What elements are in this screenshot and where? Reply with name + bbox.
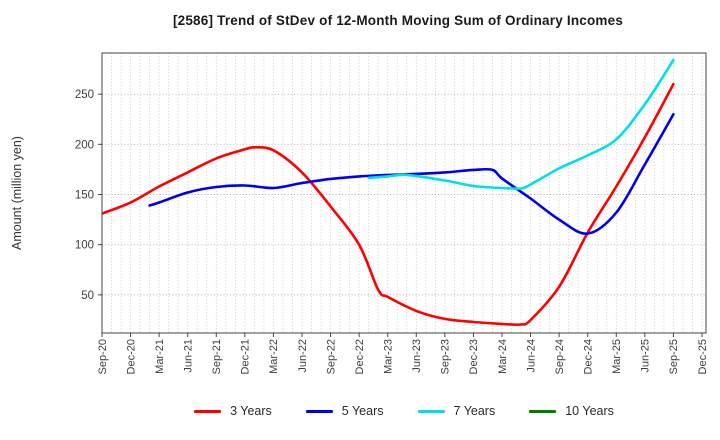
x-tick-label: Sep-23 xyxy=(440,339,452,374)
y-tick-label: 100 xyxy=(75,240,94,252)
plot-border xyxy=(101,52,707,334)
legend-item-7-years: 7 Years xyxy=(417,404,496,418)
x-tick-label: Mar-24 xyxy=(497,339,509,374)
y-tick-labels: 50 100 150 200 250 xyxy=(75,89,102,302)
legend-line-3-years-icon xyxy=(194,409,222,413)
legend-item-10-years: 10 Years xyxy=(529,404,614,418)
x-tick-label: Dec-21 xyxy=(240,339,252,374)
x-tick-label: Mar-22 xyxy=(268,339,280,374)
x-tick-label: Jun-24 xyxy=(525,339,537,373)
chart-title: [2586] Trend of StDev of 12-Month Moving… xyxy=(172,13,624,28)
y-tick-label: 150 xyxy=(75,190,94,202)
y-gridlines xyxy=(102,93,706,296)
x-tick-label: Mar-21 xyxy=(154,339,166,374)
x-tick-labels: Sep-20 Dec-20 Mar-21 Jun-21 Sep-21 Dec-21 Mar-… xyxy=(97,333,709,374)
y-tick-label: 200 xyxy=(75,139,94,151)
x-tick-label: Mar-25 xyxy=(611,339,623,374)
legend-label: 5 Years xyxy=(341,404,384,418)
series-5-years xyxy=(148,112,675,235)
legend-label: 10 Years xyxy=(565,404,614,418)
legend-line-7-years-icon xyxy=(417,409,445,413)
x-tick-label: Sep-24 xyxy=(554,339,566,374)
x-tick-label: Jun-25 xyxy=(640,339,652,373)
x-tick-label: Dec-22 xyxy=(354,339,366,374)
x-tick-label: Sep-25 xyxy=(668,339,680,374)
x-tick-label: Jun-23 xyxy=(411,339,423,373)
legend-line-5-years-icon xyxy=(305,409,333,413)
series-7-years xyxy=(367,58,675,191)
x-tick-label: Dec-23 xyxy=(468,339,480,374)
x-tick-label: Jun-21 xyxy=(183,339,195,373)
x-tick-label: Mar-23 xyxy=(383,339,395,374)
legend-item-3-years: 3 Years xyxy=(194,404,272,418)
legend-item-5-years: 5 Years xyxy=(305,404,384,418)
legend-line-10-years-icon xyxy=(529,409,557,413)
x-tick-label: Dec-24 xyxy=(583,339,595,374)
x-tick-label: Sep-21 xyxy=(211,339,223,374)
legend: 3 Years 5 Years 7 Years 10 Years xyxy=(102,404,706,418)
series-3-years xyxy=(102,82,675,327)
series-lines xyxy=(102,58,675,327)
legend-label: 3 Years xyxy=(230,404,272,418)
x-tick-label: Jun-22 xyxy=(297,339,309,373)
y-tick-label: 250 xyxy=(75,89,94,101)
x-tick-label: Dec-25 xyxy=(697,339,709,374)
y-tick-label: 50 xyxy=(81,290,94,302)
legend-label: 7 Years xyxy=(453,404,496,418)
x-tick-label: Sep-20 xyxy=(97,339,109,374)
x-tick-label: Dec-20 xyxy=(125,339,137,374)
x-tick-label: Sep-22 xyxy=(325,339,337,374)
